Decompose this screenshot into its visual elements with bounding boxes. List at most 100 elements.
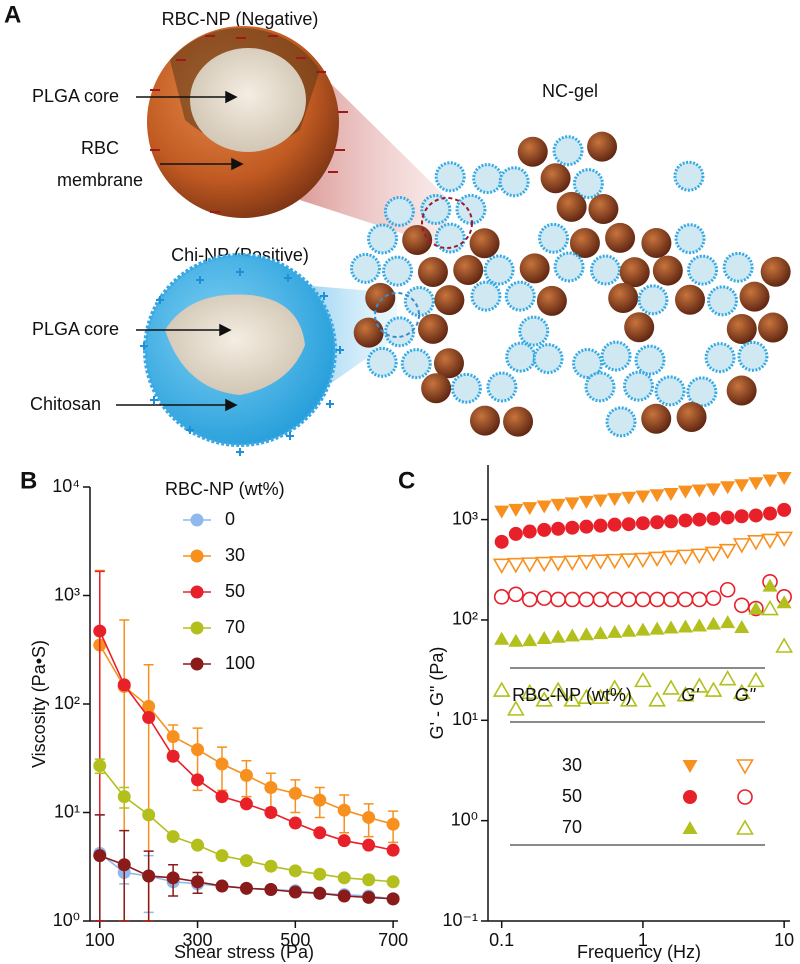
- marker: [215, 757, 229, 771]
- marker: [691, 618, 707, 632]
- chi-particle: [486, 371, 518, 403]
- rbc-particle: [556, 191, 587, 222]
- marker: [536, 500, 552, 514]
- rbc-particle: [540, 163, 571, 194]
- marker: [288, 786, 302, 800]
- marker: [621, 517, 636, 532]
- marker: [565, 520, 580, 535]
- label: membrane: [57, 170, 143, 190]
- marker: [762, 578, 778, 592]
- marker: [733, 597, 750, 614]
- chi-particle: [674, 223, 706, 255]
- marker: [386, 892, 400, 906]
- marker: [362, 873, 376, 887]
- legend-label: 70: [562, 817, 582, 837]
- x-axis-title: Shear stress (Pa): [174, 942, 314, 962]
- marker: [593, 494, 609, 508]
- marker: [142, 869, 156, 883]
- rbc-particle: [652, 255, 683, 286]
- legend-marker: [736, 759, 754, 775]
- chi-particle: [687, 254, 719, 286]
- y-tick-label: 10³: [54, 584, 80, 604]
- rbc-particle: [739, 281, 770, 312]
- rbc-particle: [624, 312, 655, 343]
- marker: [591, 688, 610, 704]
- chi-particle: [505, 341, 537, 373]
- marker: [536, 590, 553, 606]
- marker: [535, 691, 554, 707]
- rbc-particle: [417, 257, 448, 288]
- marker: [550, 591, 566, 608]
- rbc-particle: [758, 312, 789, 343]
- rbc-particle: [760, 256, 791, 287]
- chi-particle: [483, 254, 515, 286]
- marker: [492, 558, 511, 574]
- marker: [550, 629, 566, 643]
- marker: [621, 623, 637, 637]
- marker: [777, 502, 792, 517]
- marker: [264, 859, 278, 873]
- marker: [142, 699, 156, 713]
- chi-particle: [722, 251, 754, 283]
- chi-particle: [686, 376, 718, 408]
- nc-gel-network: [349, 131, 791, 438]
- chi-particle: [637, 284, 669, 316]
- rbc-particle: [503, 406, 534, 437]
- marker: [761, 533, 779, 550]
- y-tick-label: 10⁰: [53, 910, 80, 930]
- x-tick-label: 500: [280, 930, 310, 950]
- x-tick-label: 300: [183, 930, 213, 950]
- marker: [386, 817, 400, 831]
- panel-label: A: [4, 1, 21, 28]
- marker: [718, 543, 737, 560]
- marker: [591, 554, 610, 570]
- rbc-particle: [421, 373, 452, 404]
- y-tick-label: 10⁻¹: [442, 910, 478, 930]
- marker: [117, 678, 131, 692]
- rbc-particle: [365, 282, 396, 313]
- marker: [619, 553, 638, 569]
- marker: [704, 546, 723, 563]
- marker: [508, 586, 524, 603]
- chi-particle: [504, 280, 536, 312]
- chi-particle: [532, 343, 564, 375]
- chi-particle: [366, 346, 398, 378]
- marker: [663, 620, 679, 634]
- marker: [239, 881, 253, 895]
- chi-particle: [367, 223, 399, 255]
- legend-label: 70: [225, 617, 245, 637]
- marker: [142, 711, 156, 725]
- marker: [606, 591, 623, 608]
- marker: [313, 867, 327, 881]
- marker: [264, 883, 278, 897]
- x-tick-label: 0.1: [489, 930, 514, 950]
- marker: [386, 843, 400, 857]
- marker: [520, 557, 539, 573]
- marker: [549, 556, 568, 572]
- marker: [535, 556, 554, 573]
- rbc-particle: [726, 375, 757, 406]
- legend-marker: [736, 819, 754, 835]
- legend-label: 30: [562, 755, 582, 775]
- marker: [719, 581, 736, 598]
- marker: [634, 552, 652, 569]
- marker: [93, 759, 107, 773]
- x-axis-title: Frequency (Hz): [577, 942, 701, 962]
- chi-particle: [737, 340, 769, 372]
- chi-particle: [584, 371, 616, 403]
- marker: [607, 517, 622, 532]
- marker: [362, 838, 376, 852]
- marker: [732, 683, 751, 700]
- marker: [732, 538, 751, 554]
- y-axis-title: G' - G" (Pa): [427, 647, 447, 740]
- marker: [692, 512, 707, 527]
- marker: [337, 834, 351, 848]
- marker: [705, 483, 721, 497]
- chi-particle: [384, 316, 416, 348]
- rbc-particle: [402, 225, 433, 256]
- chi-particle: [434, 161, 466, 193]
- marker: [605, 553, 624, 570]
- legend-marker: [190, 513, 204, 527]
- chi-particle: [572, 347, 604, 379]
